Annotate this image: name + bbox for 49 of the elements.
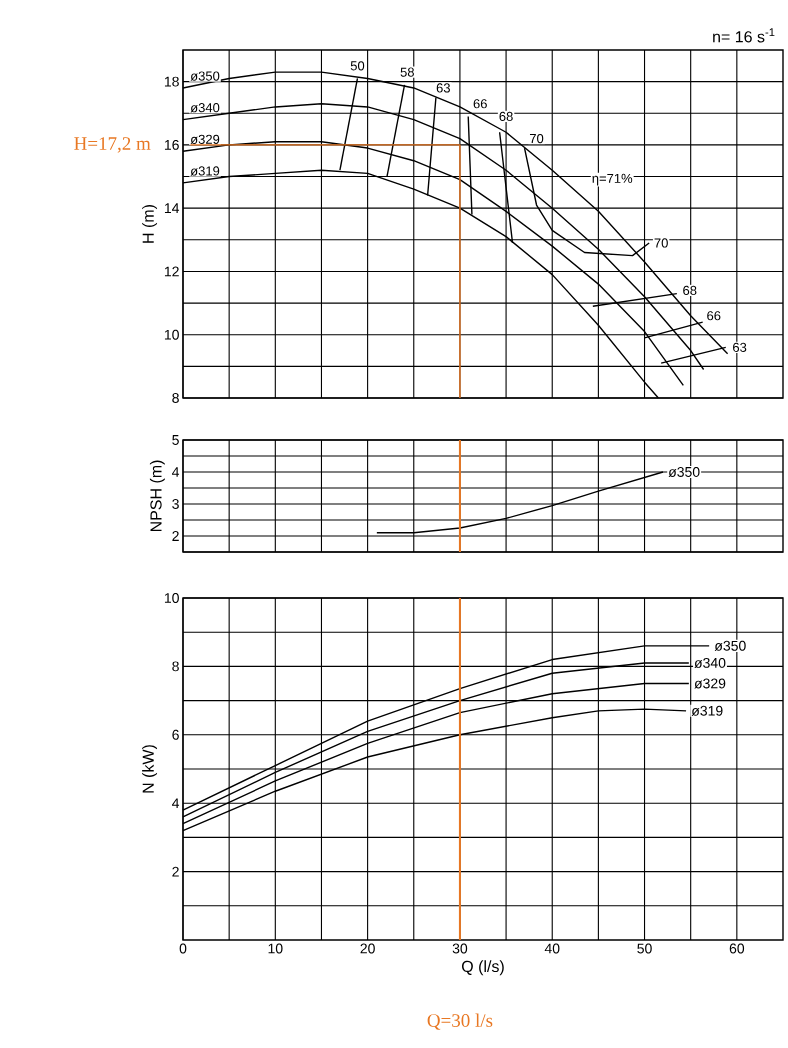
y-tick-label: 5 (172, 435, 179, 445)
y-tick-label: 4 (172, 467, 180, 477)
y-tick-label: 10 (164, 593, 179, 603)
annotation: 63 (436, 83, 450, 93)
series-label: ø340 (190, 103, 220, 113)
text: H=17,2 m (74, 137, 151, 153)
series-label: ø319 (190, 166, 220, 176)
series-label: ø319 (691, 705, 723, 716)
annotation: 70 (529, 133, 544, 144)
x-axis-title: Q (l/s) (461, 960, 504, 976)
annotation: η=71% (592, 173, 633, 186)
y-tick-label: 2 (172, 531, 179, 541)
y-axis-title: N (kW) (142, 745, 158, 793)
y-tick-label: 6 (172, 729, 179, 740)
y-tick-label: 8 (172, 661, 179, 672)
series-label: ø350 (714, 640, 746, 651)
x-tick-label: 50 (637, 943, 652, 954)
series-label: ø340 (694, 657, 726, 668)
annotation: 68 (499, 111, 513, 122)
y-tick-label: 12 (164, 266, 179, 277)
annotation: 66 (473, 99, 487, 109)
y-tick-label: 3 (172, 499, 179, 509)
x-tick-label: 60 (729, 943, 745, 954)
x-tick-label: 30 (452, 943, 468, 954)
y-tick-label: 2 (172, 866, 179, 877)
y-tick-label: 16 (164, 139, 179, 150)
annotation: 66 (707, 311, 721, 321)
series-label: ø329 (694, 678, 726, 689)
y-axis-title: NPSH (m) (149, 460, 165, 532)
annotation: 63 (733, 342, 747, 352)
x-tick-label: 10 (268, 943, 283, 954)
series-label: ø329 (190, 134, 220, 145)
series-label: ø350 (190, 71, 220, 81)
y-tick-label: 14 (164, 203, 180, 213)
annotation: 50 (350, 61, 365, 71)
x-tick-label: 20 (360, 943, 375, 954)
annotation: 68 (683, 285, 697, 296)
series-label: ø350 (668, 466, 700, 478)
text: n= 16 s$^{-1}$ (713, 28, 775, 43)
annotation: 70 (654, 238, 668, 248)
y-axis-title: H (m) (142, 205, 158, 243)
x-tick-label: 40 (544, 943, 560, 954)
annotation: 58 (400, 67, 414, 77)
x-tick-label: 0 (179, 943, 187, 954)
y-tick-label: 18 (164, 76, 179, 87)
y-tick-label: 4 (172, 798, 180, 809)
y-tick-label: 8 (172, 393, 179, 403)
y-tick-label: 10 (164, 329, 179, 340)
ref-line-label: Q=30 l/s (427, 1013, 493, 1030)
